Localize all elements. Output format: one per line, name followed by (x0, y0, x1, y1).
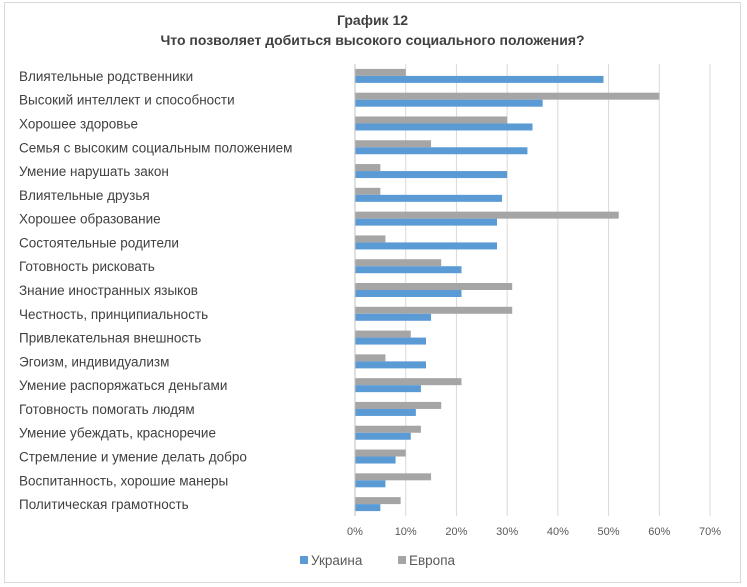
bar-europe (355, 473, 432, 481)
category-label: Честность, принципиальность (19, 307, 208, 322)
bar-europe (355, 140, 432, 148)
category-label: Политическая грамотность (19, 497, 189, 512)
category-label: Воспитанность, хорошие манеры (19, 473, 228, 488)
bar-ukraine (355, 432, 411, 440)
category-label: Влиятельные родственники (19, 69, 193, 84)
bar-europe (355, 164, 381, 172)
x-tick-label: 10% (395, 526, 417, 538)
category-label: Семья с высоким социальным положением (19, 140, 292, 155)
bar-ukraine (355, 385, 421, 393)
bar-ukraine (355, 456, 396, 464)
bar-ukraine (355, 99, 543, 107)
bar-ukraine (355, 337, 426, 345)
bar-europe (355, 425, 421, 433)
bar-ukraine (355, 290, 462, 297)
chart-subtitle: Что позволяет добиться высокого социальн… (160, 32, 585, 48)
category-label: Высокий интеллект и способности (19, 93, 235, 108)
x-tick-label: 60% (648, 526, 670, 538)
x-tick-label: 40% (547, 526, 569, 538)
bar-europe (355, 283, 513, 290)
bar-europe (355, 116, 508, 124)
x-tick-label: 30% (496, 526, 518, 538)
x-tick-label: 20% (445, 526, 467, 538)
x-tick-label: 70% (699, 526, 721, 538)
category-label: Стремление и умение делать добро (19, 450, 247, 465)
category-label: Готовность рисковать (19, 259, 155, 274)
category-label: Знание иностранных языков (19, 283, 198, 298)
bar-europe (355, 401, 442, 409)
x-tick-label: 0% (347, 526, 363, 538)
bar-europe (355, 306, 513, 314)
legend-swatch (300, 556, 308, 564)
bar-ukraine (355, 242, 497, 250)
category-label: Привлекательная внешность (19, 331, 201, 346)
bar-ukraine (355, 171, 508, 179)
category-label: Хорошее здоровье (19, 116, 138, 131)
bar-ukraine (355, 313, 432, 321)
category-label: Эгоизм, индивидуализм (19, 354, 169, 369)
category-label: Состоятельные родители (19, 235, 179, 250)
bar-europe (355, 378, 462, 386)
bar-europe (355, 92, 660, 100)
x-tick-label: 50% (598, 526, 620, 538)
bar-ukraine (355, 75, 604, 83)
bar-europe (355, 449, 406, 457)
bar-ukraine (355, 218, 497, 226)
bar-ukraine (355, 123, 533, 131)
bar-europe (355, 211, 619, 219)
category-label: Умение распоряжаться деньгами (19, 378, 227, 393)
category-label: Готовность помогать людям (19, 402, 195, 417)
bar-ukraine (355, 147, 528, 155)
chart-title: График 12 (336, 12, 409, 28)
category-label: Влиятельные друзья (19, 188, 150, 203)
bar-ukraine (355, 266, 462, 274)
bar-ukraine (355, 408, 416, 416)
bar-ukraine (355, 194, 503, 202)
bar-europe (355, 235, 386, 243)
category-label: Умение нарушать закон (19, 164, 169, 179)
bar-europe (355, 330, 411, 338)
bar-europe (355, 259, 442, 267)
legend-label: Украина (311, 553, 363, 568)
bar-ukraine (355, 504, 381, 512)
category-label: Хорошее образование (19, 212, 161, 227)
legend-label: Европа (409, 553, 456, 568)
bar-ukraine (355, 480, 386, 488)
category-label: Умение убеждать, красноречие (19, 426, 216, 441)
bar-europe (355, 187, 381, 195)
bar-europe (355, 68, 406, 76)
bar-europe (355, 354, 386, 362)
bar-ukraine (355, 361, 426, 369)
bar-europe (355, 497, 401, 505)
legend-swatch (398, 556, 406, 564)
